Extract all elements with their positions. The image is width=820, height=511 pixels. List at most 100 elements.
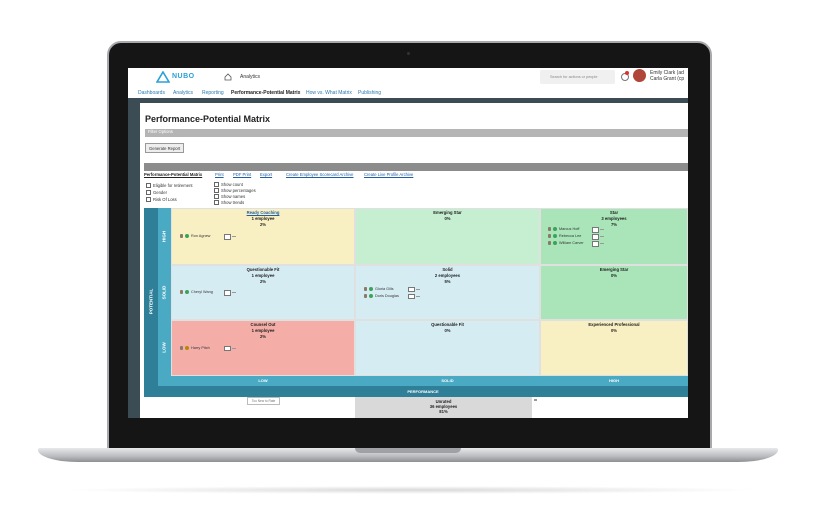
row-label: HIGH (161, 230, 167, 242)
trend-icon (600, 243, 604, 244)
user-role: Carla Grant (cp (650, 76, 685, 82)
profile-icon[interactable] (224, 290, 231, 296)
tab[interactable]: How vs. What Matrix (306, 90, 352, 96)
generate-button[interactable]: Generate Report (145, 143, 185, 153)
employee-name[interactable]: Harry Pitch (191, 345, 210, 350)
cell-title[interactable]: Ready Coaching (246, 210, 280, 215)
cell-title: Star (609, 210, 619, 215)
cell-count: 3 employees (601, 216, 627, 221)
cell-percent: 2% (259, 279, 267, 284)
matrix-cell (355, 208, 540, 265)
column-strip (158, 208, 171, 386)
person-icon (548, 234, 551, 238)
profile-icon[interactable] (592, 227, 599, 233)
employee-name[interactable]: Rebecca Lee (559, 234, 582, 238)
tab[interactable]: Reporting (202, 90, 224, 96)
cell-percent: 2% (259, 334, 267, 339)
camera (407, 52, 410, 55)
laptop-shadow (60, 486, 760, 494)
user-name[interactable]: Emily Clark (ad (650, 70, 684, 76)
employee-name[interactable]: Ron Agnew (191, 234, 211, 238)
cell-percent: 0% (444, 328, 451, 333)
toolbar-link[interactable]: Create Live Profile Archive (364, 172, 414, 177)
trend-icon (600, 236, 604, 237)
profile-icon[interactable] (408, 286, 415, 292)
option-checkbox[interactable]: Gender (146, 190, 167, 195)
person-icon (180, 234, 183, 238)
option-checkbox[interactable]: Show percentages (214, 188, 256, 193)
matrix-cell (171, 208, 355, 265)
home-icon[interactable] (224, 73, 232, 81)
laptop-base (38, 448, 778, 462)
toolbar-link[interactable]: Print (215, 172, 224, 177)
column-label: HIGH (609, 378, 619, 383)
page-title: Performance-Potential Matrix (145, 114, 271, 124)
row-strip (158, 376, 688, 386)
profile-icon[interactable] (224, 234, 231, 240)
profile-icon[interactable] (592, 234, 599, 240)
toolbar-link[interactable]: PDF Print (233, 172, 252, 177)
too-new-box[interactable]: Too New to Rate (247, 397, 280, 405)
matrix-cell (540, 320, 688, 376)
toolbar-link[interactable]: Performance-Potential Matrix (144, 172, 203, 177)
option-checkbox[interactable]: Show names (214, 194, 245, 199)
toolbar-link[interactable]: Create Employee Scorecard Archive (286, 172, 354, 177)
trend-icon (232, 347, 236, 349)
trend-icon (416, 295, 420, 297)
cell-title: Emerging Star (599, 267, 629, 272)
cell-percent: 7% (610, 222, 618, 227)
cell-count: 1 employee (251, 273, 275, 278)
cell-percent: 2% (259, 222, 267, 227)
employee-name[interactable]: Gloria Gills (375, 286, 394, 291)
option-checkbox[interactable]: Risk Of Loss (146, 197, 177, 202)
cell-title: Counsel Out (250, 322, 276, 327)
logo[interactable]: NUBO (172, 73, 195, 80)
cell-count: 1 employee (251, 328, 275, 333)
row-label: SOLID (161, 285, 167, 299)
column-label: LOW (258, 378, 268, 383)
tab[interactable]: Performance-Potential Matrix (231, 90, 301, 96)
status-icon (553, 234, 557, 238)
matrix-cell (171, 320, 355, 376)
potential-label: POTENTIAL (148, 288, 154, 315)
option-checkbox[interactable]: Show count (214, 182, 243, 187)
person-icon (364, 286, 367, 291)
unrated-title: Unrated (435, 399, 452, 404)
status-icon (553, 241, 557, 245)
employee-name[interactable]: Cheryl Wang (191, 290, 213, 294)
user-avatar[interactable] (633, 69, 646, 82)
matrix-cell (540, 265, 688, 320)
profile-icon[interactable] (408, 293, 415, 299)
cell-percent: 0% (610, 328, 618, 333)
profile-icon[interactable] (224, 345, 231, 351)
employee-name[interactable]: Doris Douglas (375, 293, 399, 298)
cell-count: 2 employees (434, 273, 461, 278)
tab[interactable]: Dashboards (138, 90, 165, 96)
employee-name[interactable]: William Carver (559, 241, 584, 245)
notification-badge (625, 71, 629, 75)
tab[interactable]: Analytics (173, 90, 194, 96)
laptop-notch (355, 448, 461, 453)
nav-menu[interactable]: Analytics (240, 74, 261, 80)
trend-icon (232, 236, 236, 237)
cell-title: Emerging Star (433, 210, 462, 215)
matrix-cell (171, 265, 355, 320)
person-icon (548, 241, 551, 245)
option-checkbox[interactable]: Eligible for retirement (146, 183, 193, 188)
tab[interactable]: Publishing (358, 90, 382, 96)
profile-icon[interactable] (592, 241, 599, 247)
filter-bar[interactable] (145, 129, 688, 137)
cell-title: Experienced Professional (588, 322, 640, 327)
unrated-box (355, 397, 532, 418)
status-icon (185, 345, 189, 350)
status-icon (553, 227, 557, 231)
search-box[interactable] (540, 70, 615, 84)
report-bar (144, 163, 688, 171)
option-checkbox[interactable]: Show trends (214, 200, 244, 205)
scroll-arrow[interactable] (534, 399, 537, 401)
cell-title: Questionable Fit (431, 322, 464, 327)
toolbar-link[interactable]: Export (260, 172, 273, 177)
employee-name[interactable]: Marcus Hoff (559, 227, 580, 231)
